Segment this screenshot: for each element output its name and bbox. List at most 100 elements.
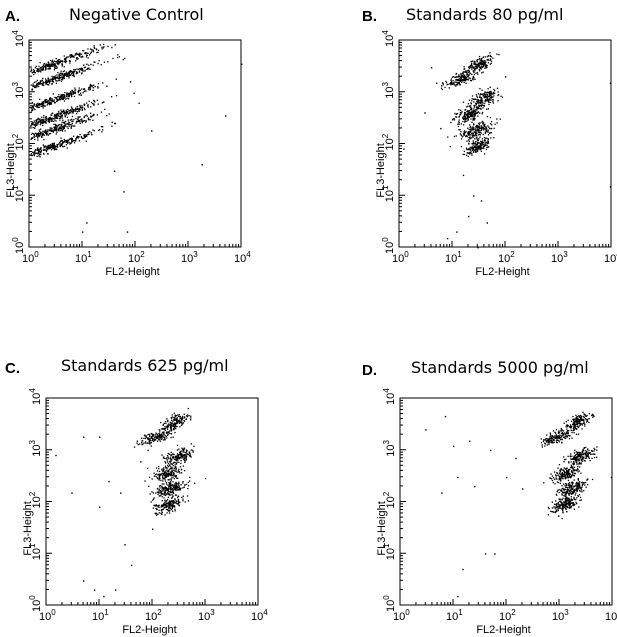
data-point bbox=[32, 83, 34, 85]
data-point bbox=[81, 118, 83, 120]
cluster-4 bbox=[450, 100, 490, 131]
data-point bbox=[39, 120, 41, 122]
data-point bbox=[76, 135, 79, 137]
data-point bbox=[165, 504, 167, 506]
data-point bbox=[566, 475, 569, 478]
data-point bbox=[45, 79, 47, 81]
data-point bbox=[571, 474, 573, 476]
data-point bbox=[152, 433, 154, 436]
data-point bbox=[468, 130, 470, 133]
data-point bbox=[43, 104, 45, 107]
data-point bbox=[564, 488, 567, 491]
data-point bbox=[482, 133, 484, 136]
data-point bbox=[166, 489, 168, 491]
data-point bbox=[163, 467, 165, 469]
data-point bbox=[82, 69, 84, 71]
data-point bbox=[73, 140, 75, 142]
data-point bbox=[581, 453, 583, 455]
data-point bbox=[31, 109, 34, 111]
data-point bbox=[547, 438, 549, 440]
data-point bbox=[470, 128, 472, 130]
data-point bbox=[481, 141, 483, 143]
data-point bbox=[77, 117, 79, 120]
data-point bbox=[68, 138, 71, 141]
data-point bbox=[63, 61, 66, 63]
data-point bbox=[477, 149, 479, 151]
data-point bbox=[83, 88, 85, 90]
data-point bbox=[171, 472, 173, 474]
data-point bbox=[171, 422, 173, 424]
data-point bbox=[554, 478, 556, 480]
data-point bbox=[455, 78, 457, 81]
data-point bbox=[53, 129, 55, 131]
data-point bbox=[63, 58, 66, 61]
data-point bbox=[467, 109, 469, 112]
data-point bbox=[172, 462, 175, 464]
data-point bbox=[477, 99, 479, 101]
data-point bbox=[555, 500, 557, 502]
data-point bbox=[71, 110, 73, 112]
data-point bbox=[561, 436, 563, 438]
data-point bbox=[581, 460, 584, 462]
data-point bbox=[179, 417, 181, 420]
data-point bbox=[92, 87, 95, 89]
data-point bbox=[469, 72, 472, 75]
data-point bbox=[174, 494, 177, 496]
data-point bbox=[77, 58, 79, 60]
data-point bbox=[591, 453, 593, 455]
data-point bbox=[468, 149, 470, 151]
data-point bbox=[578, 481, 580, 483]
data-point bbox=[480, 129, 483, 132]
data-point bbox=[60, 109, 62, 111]
data-point bbox=[460, 75, 463, 78]
data-point bbox=[567, 477, 569, 479]
data-point bbox=[87, 48, 89, 50]
data-point bbox=[59, 79, 61, 81]
data-point bbox=[165, 508, 168, 511]
data-point bbox=[561, 487, 563, 490]
data-point bbox=[459, 79, 461, 81]
data-point bbox=[474, 145, 476, 147]
data-point bbox=[190, 417, 192, 419]
data-point bbox=[485, 130, 487, 132]
data-point bbox=[571, 481, 574, 483]
data-point bbox=[169, 472, 171, 474]
y-tick-label: 104 bbox=[11, 30, 26, 47]
data-point bbox=[55, 113, 58, 115]
data-point bbox=[173, 485, 175, 487]
data-point bbox=[79, 119, 81, 122]
data-point bbox=[553, 506, 555, 508]
data-point bbox=[178, 421, 180, 423]
data-point bbox=[556, 502, 558, 505]
data-point bbox=[177, 498, 180, 500]
data-point bbox=[562, 511, 564, 513]
data-point bbox=[576, 485, 578, 487]
data-point bbox=[476, 147, 478, 149]
data-point bbox=[74, 69, 76, 71]
data-point bbox=[64, 124, 66, 126]
data-point bbox=[62, 112, 65, 115]
data-point bbox=[457, 82, 459, 84]
data-point bbox=[51, 98, 53, 100]
data-point bbox=[482, 64, 485, 66]
data-point bbox=[184, 416, 186, 418]
data-point bbox=[469, 106, 471, 108]
data-point bbox=[63, 127, 65, 130]
data-point bbox=[489, 91, 491, 93]
data-point bbox=[57, 129, 59, 131]
data-point bbox=[164, 438, 166, 440]
data-point bbox=[192, 451, 194, 453]
data-point bbox=[582, 419, 584, 421]
data-point bbox=[577, 469, 579, 471]
cluster-5 bbox=[447, 115, 501, 143]
data-point bbox=[479, 66, 482, 68]
data-point bbox=[458, 116, 460, 118]
data-point bbox=[58, 94, 60, 96]
data-point bbox=[176, 500, 178, 503]
data-point bbox=[151, 436, 153, 438]
data-point bbox=[486, 95, 488, 97]
data-point bbox=[45, 64, 47, 67]
data-point bbox=[588, 456, 590, 458]
data-point bbox=[44, 121, 46, 124]
data-point bbox=[167, 509, 170, 511]
